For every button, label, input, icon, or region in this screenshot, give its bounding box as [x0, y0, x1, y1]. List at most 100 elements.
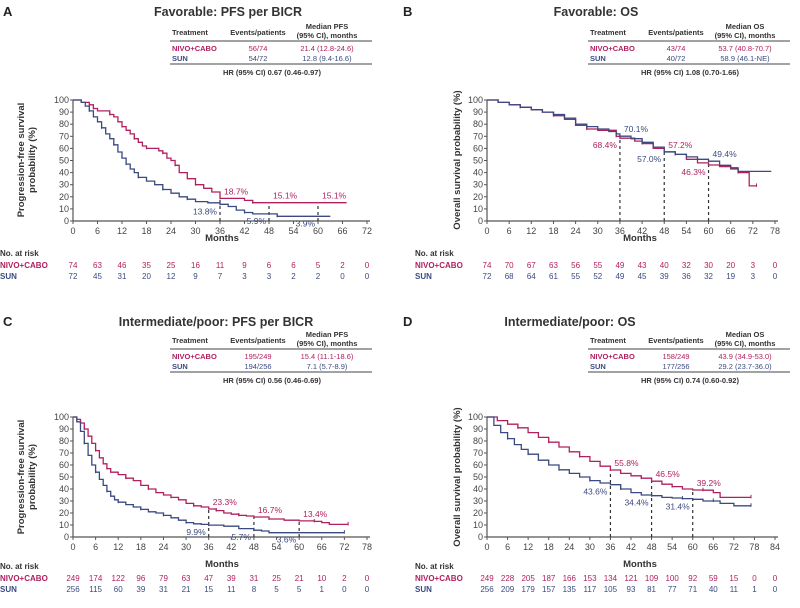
x-tick-label: 24	[158, 542, 168, 552]
at-risk-value: 1	[752, 585, 757, 594]
x-tick-label: 18	[548, 226, 558, 236]
at-risk-row-name: NIVO+CABO	[0, 574, 48, 583]
table-treatment: SUN	[172, 54, 188, 63]
landmark-label: 9.9%	[186, 527, 206, 537]
x-tick-label: 18	[141, 226, 151, 236]
y-tick-label: 80	[473, 119, 483, 129]
table-header-treatment: Treatment	[590, 28, 626, 37]
y-tick-label: 40	[59, 484, 69, 494]
at-risk-value: 5	[274, 585, 279, 594]
at-risk-value: 39	[227, 574, 236, 583]
chart-title: Intermediate/poor: PFS per BICR	[119, 315, 313, 329]
x-tick-label: 54	[667, 542, 677, 552]
table-median: 7.1 (5.7-8.9)	[307, 362, 348, 371]
x-tick-label: 48	[659, 226, 669, 236]
y-tick-label: 10	[473, 520, 483, 530]
y-axis-label-line: probability (%)	[27, 127, 38, 193]
at-risk-value: 43	[638, 261, 647, 270]
at-risk-label: No. at risk	[415, 562, 454, 571]
at-risk-value: 32	[704, 272, 713, 281]
at-risk-value: 30	[704, 261, 713, 270]
at-risk-value: 10	[317, 574, 326, 583]
panel-c: C Intermediate/poor: PFS per BICRTreatmen…	[0, 314, 372, 594]
at-risk-value: 122	[112, 574, 126, 583]
landmark-label: 5.7%	[232, 532, 252, 542]
landmark-label: 57.2%	[668, 140, 693, 150]
at-risk-value: 55	[571, 272, 580, 281]
y-axis-label: Overall survival probability (%)	[452, 90, 463, 229]
table-events: 54/72	[249, 54, 268, 63]
y-axis-label-line: Progression-free survival	[16, 420, 27, 535]
x-tick-label: 72	[748, 226, 758, 236]
table-treatment: NIVO+CABO	[172, 44, 217, 53]
hazard-ratio: HR (95% CI) 0.74 (0.60-0.92)	[641, 376, 739, 385]
y-tick-label: 0	[64, 216, 69, 226]
x-tick-label: 36	[615, 226, 625, 236]
table-events: 195/249	[244, 352, 271, 361]
at-risk-value: 2	[342, 574, 347, 583]
table-treatment: NIVO+CABO	[590, 352, 635, 361]
table-header-ci: (95% CI), months	[715, 31, 776, 40]
x-tick-label: 42	[239, 226, 249, 236]
at-risk-value: 68	[505, 272, 514, 281]
landmark-label: 13.4%	[303, 509, 328, 519]
y-tick-label: 70	[473, 131, 483, 141]
at-risk-value: 153	[583, 574, 597, 583]
y-tick-label: 30	[473, 180, 483, 190]
at-risk-value: 39	[136, 585, 145, 594]
y-tick-label: 60	[59, 460, 69, 470]
x-tick-label: 6	[93, 542, 98, 552]
y-tick-label: 50	[473, 156, 483, 166]
km-curve-nivo-cabo	[73, 99, 347, 204]
landmark-label: 46.5%	[656, 469, 681, 479]
at-risk-value: 61	[549, 272, 558, 281]
at-risk-value: 6	[291, 261, 296, 270]
at-risk-value: 31	[249, 574, 258, 583]
at-risk-value: 3	[751, 272, 756, 281]
at-risk-value: 63	[182, 574, 191, 583]
at-risk-value: 64	[527, 272, 536, 281]
at-risk-value: 11	[730, 585, 739, 594]
at-risk-value: 115	[89, 585, 102, 594]
table-header-ci: (95% CI), months	[297, 339, 358, 348]
at-risk-value: 249	[66, 574, 80, 583]
x-axis-label: Months	[623, 233, 657, 244]
y-tick-label: 60	[473, 143, 483, 153]
at-risk-value: 45	[93, 272, 102, 281]
panel-d: D Intermediate/poor: OS Treatment Events/pa…	[403, 314, 790, 594]
at-risk-value: 3	[751, 261, 756, 270]
at-risk-value: 47	[204, 574, 213, 583]
table-median: 29.2 (23.7-36.0)	[718, 362, 772, 371]
x-tick-label: 30	[181, 542, 191, 552]
at-risk-value: 109	[645, 574, 659, 583]
panel-letter: C	[3, 314, 13, 329]
x-tick-label: 54	[272, 542, 282, 552]
panel-letter: A	[3, 4, 13, 19]
at-risk-row-name: NIVO+CABO	[0, 261, 48, 270]
x-tick-label: 48	[647, 542, 657, 552]
y-tick-label: 30	[59, 180, 69, 190]
table-median: 15.4 (11.1-18.6)	[301, 352, 354, 361]
table-events: 194/256	[244, 362, 271, 371]
table-header-median: Median PFS	[306, 22, 349, 31]
x-tick-label: 72	[339, 542, 349, 552]
y-tick-label: 40	[59, 168, 69, 178]
at-risk-value: 5	[297, 585, 302, 594]
y-axis-label: Overall survival probability (%)	[452, 407, 463, 546]
at-risk-value: 77	[668, 585, 677, 594]
at-risk-value: 134	[604, 574, 618, 583]
at-risk-value: 9	[193, 272, 198, 281]
x-tick-label: 12	[523, 542, 533, 552]
x-tick-label: 24	[166, 226, 176, 236]
at-risk-value: 32	[682, 261, 691, 270]
y-tick-label: 90	[59, 424, 69, 434]
table-events: 177/256	[662, 362, 689, 371]
at-risk-value: 0	[773, 261, 778, 270]
at-risk-value: 35	[142, 261, 151, 270]
table-treatment: NIVO+CABO	[590, 44, 635, 53]
x-tick-label: 54	[288, 226, 298, 236]
y-tick-label: 90	[473, 107, 483, 117]
at-risk-value: 256	[480, 585, 494, 594]
